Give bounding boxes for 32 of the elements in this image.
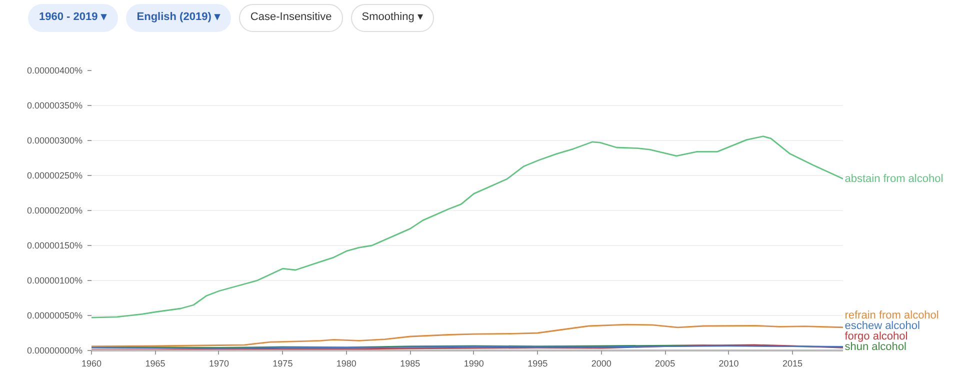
y-tick-label: 0.00000300% <box>26 136 83 146</box>
y-tick-label: 0.00000150% <box>26 240 83 250</box>
y-tick-label: 0.00000000% <box>26 346 83 356</box>
x-tick-label: 1995 <box>528 358 548 368</box>
series-label: eschew alcohol <box>844 320 920 332</box>
x-tick-label: 1970 <box>208 358 229 368</box>
x-tick-label: 1990 <box>464 358 484 368</box>
x-tick-label: 2015 <box>782 358 803 368</box>
series-label: shun alcohol <box>844 341 906 353</box>
x-tick-label: 1960 <box>81 358 102 368</box>
line-series <box>92 136 843 318</box>
x-tick-label: 1980 <box>336 358 356 368</box>
x-tick-label: 2010 <box>718 358 739 368</box>
series-label: forgo alcohol <box>844 330 908 342</box>
series-label: abstain from alcohol <box>844 173 944 185</box>
y-tick-label: 0.00000350% <box>26 100 83 110</box>
y-tick-label: 0.00000400% <box>26 66 83 76</box>
y-tick-label: 0.00000250% <box>26 170 83 180</box>
x-tick-label: 1985 <box>400 358 420 368</box>
y-tick-label: 0.00000050% <box>26 310 83 320</box>
text: 1960 - 2019 ▾ <box>28 4 118 32</box>
y-tick-label: 0.00000200% <box>26 206 83 216</box>
line-series <box>92 324 843 347</box>
series-label: refrain from alcohol <box>844 310 939 322</box>
text: English (2019) ▾ <box>126 4 232 32</box>
x-tick-label: 1975 <box>272 358 293 368</box>
text: Smoothing ▾ <box>350 4 434 32</box>
y-tick-label: 0.00000100% <box>26 276 83 286</box>
x-tick-label: 2005 <box>655 358 676 368</box>
text: Case-Insensitive <box>239 4 343 32</box>
x-tick-label: 2000 <box>591 358 612 368</box>
x-tick-label: 1965 <box>145 358 166 368</box>
